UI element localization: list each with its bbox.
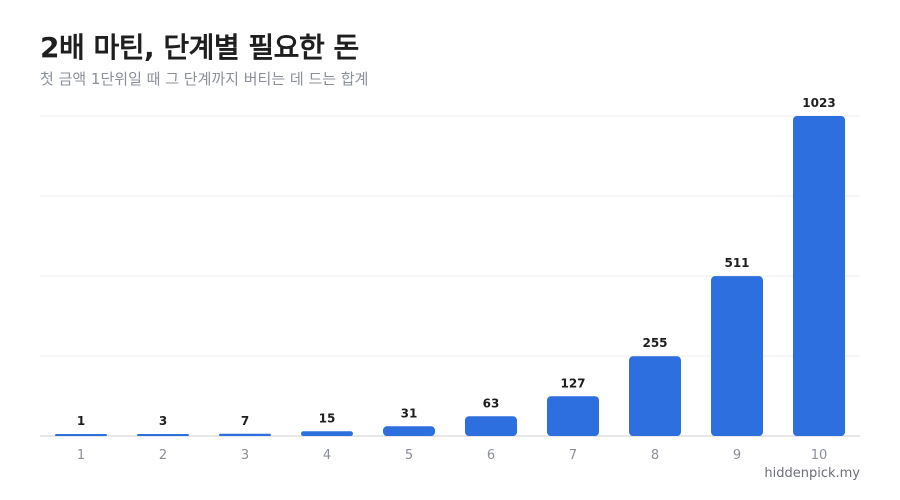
x-tick-label: 10 xyxy=(811,448,828,463)
bar xyxy=(301,431,353,436)
bars xyxy=(55,116,845,436)
chart-title: 2배 마틴, 단계별 필요한 돈 xyxy=(40,31,359,64)
x-tick-label: 1 xyxy=(77,448,85,463)
x-tick-label: 9 xyxy=(733,448,741,463)
bar xyxy=(137,434,189,436)
bar-labels: 1 3 7 15 31 63 127 255 511 1023 xyxy=(77,96,836,428)
watermark: hiddenpick.my xyxy=(764,466,860,481)
bar-value-label: 63 xyxy=(483,396,500,410)
x-tick-label: 7 xyxy=(569,448,577,463)
bar xyxy=(465,416,517,436)
bar xyxy=(219,433,271,436)
bar-value-label: 7 xyxy=(241,414,249,428)
bar-value-label: 15 xyxy=(319,411,336,425)
bar xyxy=(711,276,763,436)
x-tick-label: 5 xyxy=(405,448,413,463)
bar-value-label: 511 xyxy=(724,256,749,270)
bar-value-label: 255 xyxy=(642,336,667,350)
bar-value-label: 1023 xyxy=(802,96,835,110)
bar xyxy=(383,426,435,436)
bar xyxy=(793,116,845,436)
bar xyxy=(629,356,681,436)
bar-value-label: 3 xyxy=(159,414,167,428)
x-tick-label: 3 xyxy=(241,448,249,463)
chart-subtitle: 첫 금액 1단위일 때 그 단계까지 버티는 데 드는 합계 xyxy=(40,70,369,88)
x-tick-label: 4 xyxy=(323,448,331,463)
bar-value-label: 127 xyxy=(560,376,585,390)
bar xyxy=(55,434,107,436)
x-tick-labels: 1 2 3 4 5 6 7 8 9 10 xyxy=(77,448,827,463)
x-tick-label: 8 xyxy=(651,448,659,463)
bar-value-label: 31 xyxy=(401,406,418,420)
x-tick-label: 2 xyxy=(159,448,167,463)
bar xyxy=(547,396,599,436)
x-tick-label: 6 xyxy=(487,448,495,463)
bar-value-label: 1 xyxy=(77,414,85,428)
